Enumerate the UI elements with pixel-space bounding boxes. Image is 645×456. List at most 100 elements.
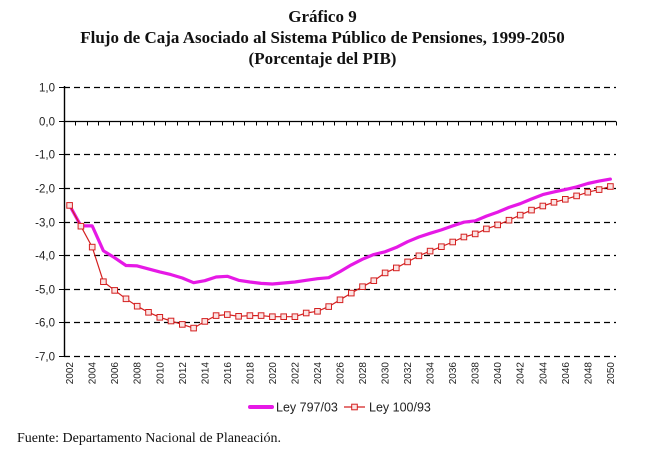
x-tick-label: 2040 bbox=[493, 362, 504, 385]
data-point-marker bbox=[528, 206, 535, 214]
data-point-marker bbox=[201, 318, 209, 325]
x-tick-label: 2006 bbox=[110, 362, 121, 385]
data-point-marker bbox=[348, 289, 355, 297]
y-tick-label: 1,0 bbox=[39, 83, 55, 95]
x-tick-label: 2010 bbox=[155, 362, 166, 385]
data-point-marker bbox=[269, 313, 276, 320]
data-point-marker bbox=[224, 311, 231, 318]
data-point-marker bbox=[156, 314, 164, 321]
data-point-marker bbox=[562, 196, 569, 203]
x-tick-label: 2022 bbox=[290, 362, 301, 385]
data-point-marker bbox=[449, 238, 456, 246]
data-point-marker bbox=[483, 225, 490, 233]
chart-subtitle: (Porcentaje del PIB) bbox=[248, 49, 397, 68]
data-point-marker bbox=[246, 312, 254, 319]
figure-number: Gráfico 9 bbox=[288, 7, 357, 26]
data-point-marker bbox=[550, 199, 558, 206]
x-tick-label: 2012 bbox=[178, 362, 189, 385]
y-tick-label: 0,0 bbox=[39, 117, 55, 129]
data-point-marker bbox=[167, 317, 175, 325]
data-point-marker bbox=[336, 296, 344, 304]
legend-marker-ley-100-93 bbox=[351, 403, 358, 411]
data-point-marker bbox=[404, 258, 411, 266]
legend-label-ley-100-93: Ley 100/93 bbox=[369, 401, 431, 415]
data-point-marker bbox=[66, 202, 73, 209]
data-point-marker bbox=[212, 312, 220, 319]
data-point-marker bbox=[280, 313, 287, 320]
data-point-marker bbox=[325, 303, 332, 310]
data-point-marker bbox=[505, 216, 513, 224]
chart-title: Flujo de Caja Asociado al Sistema Públic… bbox=[80, 28, 565, 47]
x-axis-tick-labels: 2002 2004 2006 2008 2010 2012 2014 2016 2018 2020… bbox=[65, 362, 617, 385]
legend-label-ley-797-03: Ley 797/03 bbox=[276, 401, 338, 415]
data-point-marker bbox=[438, 243, 445, 250]
data-point-marker bbox=[595, 186, 603, 193]
series-ley-797-03 bbox=[67, 177, 613, 286]
x-tick-label: 2024 bbox=[313, 362, 324, 385]
x-tick-label: 2008 bbox=[133, 362, 144, 385]
data-point-marker bbox=[607, 183, 614, 190]
x-tick-label: 2026 bbox=[336, 362, 347, 385]
data-point-marker bbox=[415, 252, 423, 260]
x-tick-label: 2030 bbox=[381, 362, 392, 385]
x-tick-label: 2044 bbox=[538, 362, 549, 385]
data-point-marker bbox=[111, 287, 119, 294]
data-point-marker bbox=[516, 211, 524, 219]
y-tick-label: -4,0 bbox=[35, 251, 55, 263]
x-tick-label: 2042 bbox=[516, 362, 527, 385]
y-tick-label: -5,0 bbox=[35, 285, 55, 297]
x-tick-label: 2048 bbox=[583, 362, 594, 385]
x-tick-label: 2032 bbox=[403, 362, 414, 385]
x-tick-label: 2002 bbox=[65, 362, 76, 385]
data-point-marker bbox=[381, 269, 389, 277]
x-tick-label: 2014 bbox=[200, 362, 211, 385]
data-point-marker bbox=[190, 324, 197, 332]
legend: Ley 797/03 Ley 100/93 bbox=[248, 401, 431, 415]
data-point-marker bbox=[302, 309, 310, 317]
x-tick-label: 2034 bbox=[426, 362, 437, 385]
x-tick-label: 2018 bbox=[245, 362, 256, 385]
data-point-marker bbox=[314, 308, 321, 315]
series-group bbox=[66, 177, 614, 332]
data-point-marker bbox=[370, 277, 378, 284]
data-point-marker bbox=[573, 192, 580, 200]
gridlines bbox=[64, 86, 616, 358]
chart-header: Gráfico 9 Flujo de Caja Asociado al Sist… bbox=[0, 6, 645, 69]
x-tick-label: 2020 bbox=[268, 362, 279, 385]
data-point-marker bbox=[145, 309, 152, 316]
data-point-marker bbox=[122, 295, 130, 303]
x-tick-label: 2038 bbox=[471, 362, 482, 385]
y-axis-tick-labels: 1,0 0,0 -1,0 -2,0 -3,0 -4,0 -5,0 -6,0 -7,0 bbox=[35, 83, 55, 364]
y-tick-label: -1,0 bbox=[35, 150, 55, 162]
data-point-marker bbox=[539, 202, 547, 210]
source-note: Fuente: Departamento Nacional de Planeac… bbox=[17, 431, 281, 446]
data-point-marker bbox=[88, 243, 96, 251]
x-tick-label: 2004 bbox=[88, 362, 99, 385]
x-tick-label: 2046 bbox=[561, 362, 572, 385]
data-point-marker bbox=[584, 188, 592, 196]
data-point-marker bbox=[77, 222, 85, 230]
data-point-marker bbox=[257, 312, 265, 319]
data-point-marker bbox=[359, 283, 366, 290]
data-point-marker bbox=[133, 302, 141, 310]
data-point-marker bbox=[291, 313, 299, 320]
data-point-marker bbox=[494, 221, 501, 229]
data-point-marker bbox=[471, 230, 479, 238]
data-point-marker bbox=[426, 247, 434, 255]
y-tick-label: -3,0 bbox=[35, 218, 55, 230]
x-tick-label: 2016 bbox=[223, 362, 234, 385]
data-point-marker bbox=[179, 321, 186, 328]
data-point-marker bbox=[235, 313, 242, 320]
data-point-marker bbox=[460, 233, 468, 241]
x-tick-label: 2028 bbox=[358, 362, 369, 385]
data-point-marker bbox=[100, 278, 107, 285]
series-line bbox=[67, 177, 613, 286]
series-ley-100-93 bbox=[66, 183, 614, 332]
y-tick-label: -6,0 bbox=[35, 318, 55, 330]
x-tick-label: 2036 bbox=[448, 362, 459, 385]
data-point-marker bbox=[393, 264, 400, 272]
y-tick-label: -7,0 bbox=[35, 352, 55, 364]
x-tick-label: 2050 bbox=[606, 362, 617, 385]
y-tick-label: -2,0 bbox=[35, 184, 55, 196]
